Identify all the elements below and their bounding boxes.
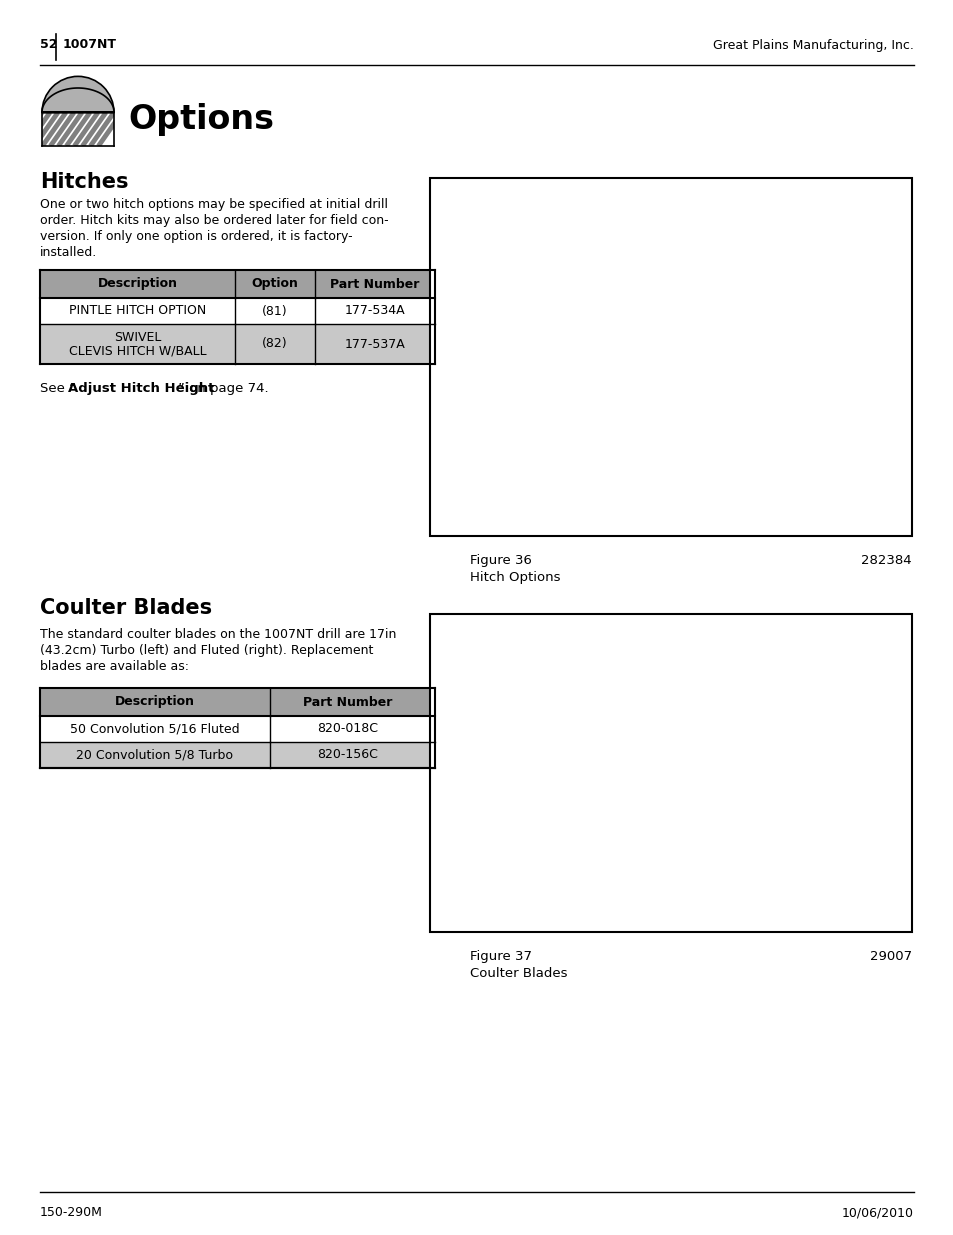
Text: 177-537A: 177-537A [344, 337, 405, 351]
Bar [40, 298, 435, 324]
Text: 177-534A: 177-534A [344, 305, 405, 317]
Bar [430, 614, 911, 932]
Text: Hitch Options: Hitch Options [470, 571, 560, 584]
Text: 282384: 282384 [861, 555, 911, 567]
Text: Figure 37: Figure 37 [470, 950, 532, 963]
Text: CLEVIS HITCH W/BALL: CLEVIS HITCH W/BALL [69, 345, 206, 357]
Text: ” on page 74.: ” on page 74. [178, 382, 269, 395]
Text: Part Number: Part Number [330, 278, 419, 290]
Wedge shape [42, 77, 113, 112]
Text: 20 Convolution 5/8 Turbo: 20 Convolution 5/8 Turbo [76, 748, 233, 762]
Text: Description: Description [97, 278, 177, 290]
Text: 50 Convolution 5/16 Fluted: 50 Convolution 5/16 Fluted [71, 722, 239, 736]
Text: 1007NT: 1007NT [63, 38, 117, 52]
Text: Options: Options [128, 104, 274, 136]
Bar [430, 178, 911, 536]
Text: Coulter Blades: Coulter Blades [470, 967, 567, 981]
Text: Coulter Blades: Coulter Blades [40, 598, 212, 618]
Polygon shape [42, 88, 113, 112]
Text: Description: Description [115, 695, 194, 709]
Text: 820-156C: 820-156C [316, 748, 377, 762]
Text: Option: Option [252, 278, 298, 290]
Bar [40, 742, 435, 768]
Bar [40, 716, 435, 742]
Text: 10/06/2010: 10/06/2010 [841, 1207, 913, 1219]
Text: installed.: installed. [40, 246, 97, 259]
Text: 150-290M: 150-290M [40, 1207, 103, 1219]
Text: Figure 36: Figure 36 [470, 555, 532, 567]
Text: (43.2cm) Turbo (left) and Fluted (right). Replacement: (43.2cm) Turbo (left) and Fluted (right)… [40, 643, 373, 657]
Text: See “: See “ [40, 382, 76, 395]
Text: 52: 52 [40, 38, 57, 52]
Bar [40, 270, 435, 298]
Text: Adjust Hitch Height: Adjust Hitch Height [68, 382, 214, 395]
Bar [40, 688, 435, 716]
Bar [40, 324, 435, 364]
Text: order. Hitch kits may also be ordered later for field con-: order. Hitch kits may also be ordered la… [40, 214, 388, 227]
Text: Hitches: Hitches [40, 172, 129, 191]
Text: SWIVEL: SWIVEL [113, 331, 161, 345]
Text: Part Number: Part Number [302, 695, 392, 709]
Text: (81): (81) [262, 305, 288, 317]
Text: blades are available as:: blades are available as: [40, 659, 189, 673]
Text: Great Plains Manufacturing, Inc.: Great Plains Manufacturing, Inc. [713, 38, 913, 52]
Text: version. If only one option is ordered, it is factory-: version. If only one option is ordered, … [40, 230, 353, 243]
Text: 29007: 29007 [869, 950, 911, 963]
Text: (82): (82) [262, 337, 288, 351]
Text: The standard coulter blades on the 1007NT drill are 17in: The standard coulter blades on the 1007N… [40, 629, 395, 641]
Text: 820-018C: 820-018C [316, 722, 377, 736]
Text: PINTLE HITCH OPTION: PINTLE HITCH OPTION [69, 305, 206, 317]
Text: One or two hitch options may be specified at initial drill: One or two hitch options may be specifie… [40, 198, 388, 211]
